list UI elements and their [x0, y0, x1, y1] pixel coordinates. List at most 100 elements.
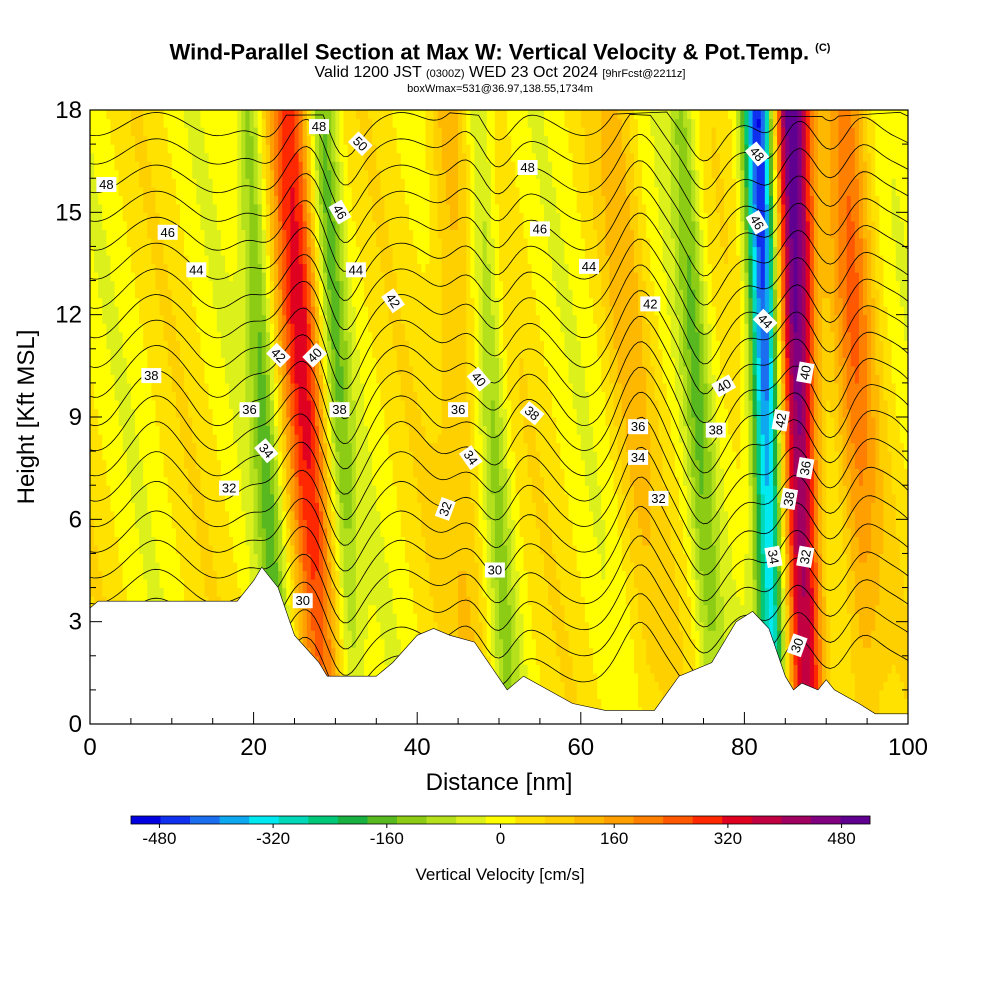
field-cell: [347, 161, 353, 171]
field-cell: [122, 135, 128, 145]
field-cell: [126, 348, 132, 358]
field-cell: [245, 527, 251, 537]
field-cell: [216, 212, 222, 222]
field-cell: [147, 382, 152, 393]
field-cell: [151, 510, 157, 520]
field-cell: [249, 110, 255, 120]
field-cell: [314, 570, 320, 580]
field-cell: [327, 391, 332, 401]
field-cell: [196, 561, 202, 572]
field-cell: [204, 229, 210, 239]
field-cell: [175, 272, 181, 282]
field-cell: [134, 451, 140, 461]
field-cell: [355, 246, 361, 256]
field-cell: [323, 178, 328, 188]
field-cell: [212, 203, 218, 213]
field-cell: [126, 297, 132, 307]
field-cell: [323, 570, 328, 580]
field-cell: [278, 323, 283, 333]
field-cell: [314, 630, 320, 640]
field-cell: [233, 417, 238, 427]
field-cell: [130, 118, 136, 128]
field-cell: [134, 212, 140, 222]
field-cell: [241, 186, 247, 196]
field-cell: [188, 553, 193, 563]
field-cell: [171, 127, 177, 137]
field-cell: [143, 527, 148, 537]
field-cell: [90, 365, 95, 375]
field-cell: [294, 451, 300, 461]
field-cell: [188, 434, 193, 444]
field-cell: [286, 357, 292, 367]
field-cell: [364, 493, 369, 503]
field-cell: [114, 476, 120, 486]
field-cell: [355, 604, 361, 614]
field-cell: [269, 374, 275, 384]
field-cell: [294, 536, 300, 546]
field-cell: [237, 391, 242, 401]
field-cell: [237, 340, 242, 350]
field-cell: [278, 442, 283, 452]
field-cell: [118, 442, 124, 452]
field-cell: [359, 485, 365, 495]
field-cell: [282, 510, 287, 520]
field-cell: [114, 161, 120, 171]
field-cell: [290, 348, 296, 358]
field-cell: [269, 306, 275, 316]
field-cell: [323, 459, 328, 469]
field-cell: [175, 169, 181, 179]
field-cell: [347, 485, 353, 495]
field-cell: [134, 246, 140, 256]
field-cell: [151, 468, 157, 478]
field-cell: [355, 254, 361, 265]
field-cell: [171, 451, 177, 461]
field-cell: [171, 178, 177, 188]
field-cell: [216, 425, 222, 435]
field-cell: [310, 178, 316, 188]
field-cell: [167, 579, 173, 589]
field-cell: [208, 502, 214, 512]
field-cell: [90, 323, 95, 333]
field-cell: [269, 519, 275, 529]
field-cell: [364, 417, 369, 427]
field-cell: [306, 510, 312, 520]
field-cell: [319, 263, 324, 273]
field-cell: [106, 246, 112, 256]
field-cell: [155, 561, 161, 572]
field-cell: [351, 570, 357, 580]
field-cell: [261, 280, 267, 290]
field-cell: [229, 544, 234, 555]
field-cell: [368, 425, 373, 435]
field-cell: [90, 340, 95, 350]
field-cell: [269, 280, 275, 290]
field-cell: [171, 212, 177, 222]
field-cell: [208, 399, 214, 410]
field-cell: [294, 621, 300, 631]
field-cell: [298, 493, 304, 503]
field-cell: [253, 110, 259, 120]
field-cell: [216, 178, 222, 188]
field-cell: [184, 570, 189, 580]
field-cell: [143, 127, 148, 137]
field-cell: [167, 502, 173, 512]
field-cell: [130, 579, 136, 589]
field-cell: [237, 229, 242, 239]
field-cell: [335, 229, 341, 239]
field-cell: [298, 391, 304, 401]
field-cell: [339, 544, 345, 555]
field-cell: [130, 570, 136, 580]
field-cell: [143, 417, 148, 427]
field-cell: [130, 357, 136, 367]
field-cell: [233, 553, 238, 563]
field-cell: [339, 118, 345, 128]
field-cell: [212, 127, 218, 137]
field-cell: [245, 195, 251, 205]
field-cell: [118, 493, 124, 503]
field-cell: [282, 382, 287, 393]
field-cell: [147, 229, 152, 239]
field-cell: [359, 451, 365, 461]
field-cell: [233, 220, 238, 230]
field-cell: [200, 485, 206, 495]
field-cell: [163, 391, 169, 401]
field-cell: [118, 348, 124, 358]
